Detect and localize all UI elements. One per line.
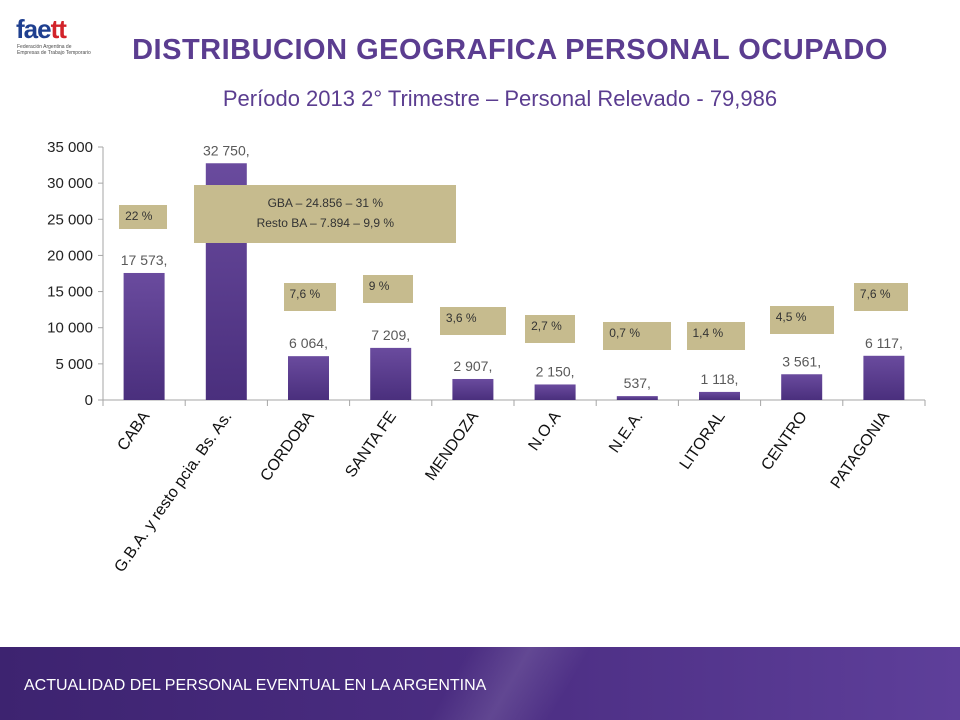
percentage-annotation: 22 % (119, 205, 168, 229)
bar-1 (123, 272, 165, 400)
percentage-annotation: 7,6 % (283, 283, 336, 311)
bar-3 (288, 356, 329, 400)
data-label: 17 573, (121, 252, 168, 268)
category-label: CABA (114, 408, 153, 454)
bar-9 (781, 374, 823, 400)
logo-wordmark: faett (16, 14, 67, 44)
y-tick-label: 0 (85, 392, 93, 409)
logo-subtitle: Federación Argentina de Empresas de Trab… (17, 44, 91, 56)
percentage-annotation: GBA – 24.856 – 31 % Resto BA – 7.894 – 9,… (194, 185, 457, 243)
data-label: 2 907, (453, 358, 492, 374)
category-label: N.E.A. (606, 409, 646, 457)
y-tick-label: 5 000 (55, 356, 93, 373)
percentage-annotation: 3,6 % (439, 307, 506, 335)
y-tick-label: 20 000 (47, 247, 93, 264)
annotation-line: GBA – 24.856 – 31 % (267, 196, 383, 210)
y-tick-label: 25 000 (47, 211, 93, 228)
bar-4 (370, 347, 412, 400)
category-label: PATAGONIA (828, 408, 894, 492)
bar-chart: 0 5 000 10 000 15 000 20 000 25 000 30 000 35 0… (47, 139, 926, 576)
data-label: 3 561, (782, 353, 821, 369)
y-tick-label: 15 000 (47, 284, 93, 301)
y-tick-label: 10 000 (47, 320, 93, 337)
percentage-annotation: 2,7 % (525, 315, 576, 343)
category-label: CORDOBA (257, 408, 318, 484)
bar-7 (616, 396, 658, 400)
bar-6 (534, 384, 576, 400)
page-subtitle: Período 2013 2° Trimestre – Personal Rel… (222, 86, 778, 111)
y-tick-label: 35 000 (47, 139, 93, 156)
data-label: 2 150, (536, 363, 575, 379)
category-label: CENTRO (758, 409, 811, 474)
faett-logo: faett Federación Argentina de Empresas d… (16, 14, 96, 56)
percentage-annotation: 9 % (362, 275, 413, 303)
data-label: 6 064, (289, 335, 328, 351)
page-title: DISTRIBUCION GEOGRAFICA PERSONAL OCUPADO (132, 34, 888, 66)
percentage-annotation: 7,6 % (853, 283, 908, 311)
bar-8 (699, 391, 740, 400)
percentage-annotation: 1,4 % (686, 322, 745, 350)
percentage-annotation: 0,7 % (603, 322, 672, 350)
data-label: 6 117, (865, 335, 903, 351)
y-tick-label: 30 000 (47, 175, 93, 192)
data-label: 537, (624, 375, 651, 391)
footer-bar (0, 647, 960, 720)
category-label: SANTA FE (342, 409, 400, 481)
data-label: 1 118, (701, 371, 739, 387)
footer-text: ACTUALIDAD DEL PERSONAL EVENTUAL EN LA A… (24, 677, 487, 694)
data-label: 7 209, (371, 327, 410, 343)
percentage-annotation: 4,5 % (769, 306, 834, 334)
bar-5 (452, 378, 494, 400)
category-label: N.O.A (525, 408, 564, 454)
category-label: MENDOZA (422, 408, 482, 484)
bar-10 (863, 355, 905, 400)
footer-glow (380, 647, 640, 720)
annotation-line: Resto BA – 7.894 – 9,9 % (256, 216, 395, 230)
data-label: 32 750, (203, 142, 250, 158)
category-label: LITORAL (677, 408, 729, 472)
